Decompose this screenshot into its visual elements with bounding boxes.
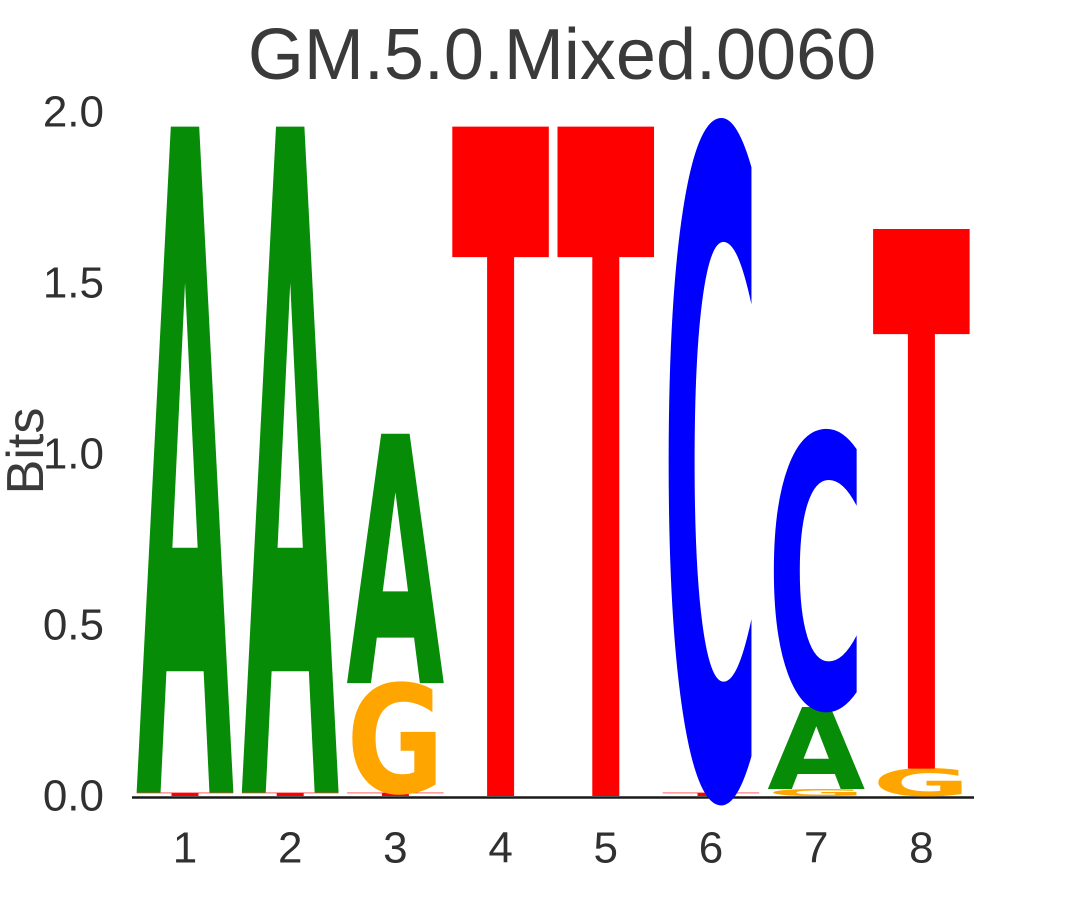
y-tick-label: 0.0 bbox=[43, 772, 104, 821]
logo-letter-T-pos3: T bbox=[346, 792, 444, 797]
x-tick-label: 2 bbox=[278, 824, 302, 873]
logo-letter-G-pos7: G bbox=[767, 787, 865, 798]
logo-letter-C-pos7: C bbox=[767, 359, 865, 796]
logo-letter-G-pos8: G bbox=[872, 761, 970, 805]
x-tick-label: 7 bbox=[804, 824, 828, 873]
x-tick-label: 6 bbox=[699, 824, 723, 873]
logo-letter-A-pos2: A bbox=[241, 0, 340, 900]
logo-letter-T-pos5: T bbox=[557, 0, 656, 900]
y-tick-label: 1.5 bbox=[43, 259, 104, 308]
logo-letter-A-pos3: A bbox=[346, 367, 444, 765]
y-tick-label: 1.0 bbox=[43, 430, 104, 479]
logo-letter-C-pos6: C bbox=[662, 0, 760, 900]
logo-letter-T-pos8: T bbox=[872, 82, 971, 900]
x-tick-label: 5 bbox=[594, 824, 618, 873]
logo-letter-A-pos1: A bbox=[136, 0, 235, 900]
x-tick-label: 4 bbox=[488, 824, 512, 873]
logo-letter-T-pos4: T bbox=[452, 0, 551, 900]
y-tick-label: 2.0 bbox=[43, 88, 104, 137]
logo-letter-G-pos3: G bbox=[346, 655, 444, 829]
logo-letter-T-pos2: T bbox=[241, 792, 339, 797]
y-tick-label: 0.5 bbox=[43, 601, 104, 650]
x-tick-label: 3 bbox=[383, 824, 407, 873]
chart-title: GM.5.0.Mixed.0060 bbox=[247, 15, 877, 95]
logo-letter-T-pos6: T bbox=[662, 792, 760, 797]
logo-letter-A-pos7: A bbox=[767, 686, 865, 817]
x-tick-label: 8 bbox=[909, 824, 933, 873]
logo-letter-T-pos1: T bbox=[136, 792, 234, 797]
x-tick-label: 1 bbox=[173, 824, 197, 873]
